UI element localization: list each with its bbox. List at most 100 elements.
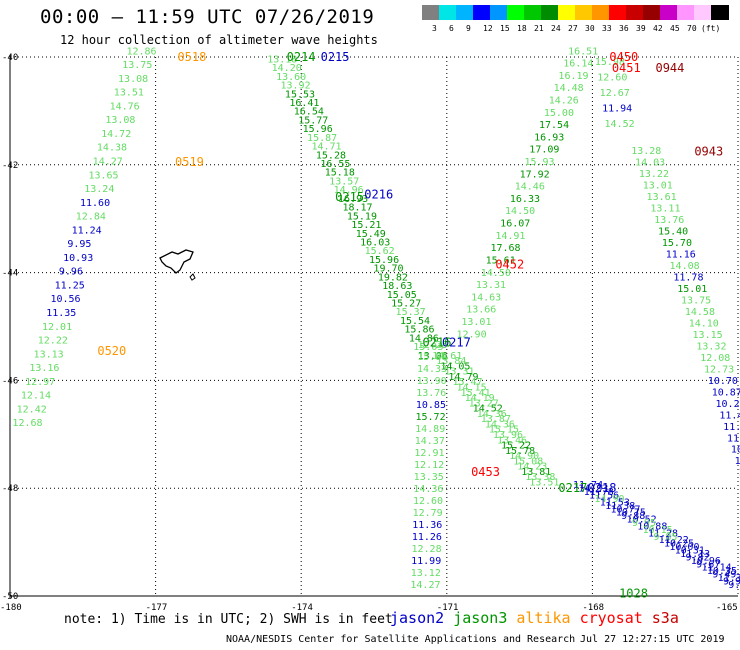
swh-value: 13.76 [416,388,446,399]
swh-value: 15.77 [298,115,328,126]
swh-value: 19.82 [378,272,408,283]
colorbar-label: 42 [653,24,663,33]
swh-value: 16.33 [510,194,540,205]
swh-value: 13.22 [639,169,669,180]
swh-value: 16.93 [534,132,564,143]
swh-value: 11.53 [600,497,630,508]
swh-value: 10.85 [416,400,446,411]
islet-outline [189,273,196,281]
swh-value: 14.90 [509,451,539,462]
swh-value: 14.52 [605,119,635,130]
swh-value: 13.13 [34,349,64,360]
swh-value: 14.27 [93,157,123,168]
swh-value: 10.96 [691,556,721,567]
island-outline [159,249,194,274]
swh-value: 14.23 [517,462,547,473]
swh-value: 10.77 [731,445,740,456]
swh-value: 11.78 [584,487,614,498]
swh-value: 10.75 [616,508,646,519]
swh-value: 11.35 [46,308,76,319]
swh-value: 13.08 [118,74,148,85]
pass-time-label: 0451 [612,61,641,75]
lat-tick-label: -40 [2,53,18,63]
pass-time-label: 0943 [694,144,723,158]
swh-value: 13.16 [29,363,59,374]
swh-value: 9.85 [653,532,677,543]
swh-value: 11.31 [718,573,740,584]
lat-tick-label: -50 [2,592,18,602]
legend-item-altika: altika [516,609,571,627]
swh-value: 10.86 [735,456,740,467]
swh-value: 11.25 [55,280,85,291]
swh-value: 11.26 [412,532,442,543]
swh-value: 16.03 [360,237,390,248]
swh-value: 14.37 [415,436,445,447]
swh-value: 15.96 [369,255,399,266]
swh-value: 13.65 [88,170,118,181]
swh-value: 12.42 [17,404,47,415]
swh-value: 15.53 [285,89,315,100]
lon-tick-label: -171 [437,603,459,613]
swh-value: 13.60 [276,72,306,83]
swh-value: 14.61 [432,351,462,362]
pass-time-label: 0519 [175,155,204,169]
swh-value: 12.68 [12,418,42,429]
swh-value: 13.61 [647,192,677,203]
swh-value: 15.27 [391,299,421,310]
swh-value: 12.28 [411,544,441,555]
lon-tick-label: -177 [146,603,168,613]
swh-value: 15.01 [677,284,707,295]
pass-time-label: 0453 [471,465,500,479]
swh-value: 13.31 [476,280,506,291]
swh-value: 10.93 [63,253,93,264]
swh-value: 16.07 [500,219,530,230]
lon-tick-label: -168 [582,603,604,613]
lon-tick-label: -174 [291,603,313,613]
swh-value: 9.90 [723,576,740,587]
swh-value: 15.96 [303,124,333,135]
lat-tick-label: -42 [2,161,18,171]
swh-value: 11.99 [411,556,441,567]
pass-time-label: 0215 [321,50,350,64]
swh-value: 9.95 [67,239,91,250]
swh-value: 11.66 [727,433,740,444]
swh-value: 14.63 [471,292,501,303]
colorbar-swatch [592,5,610,20]
swh-value: 10.52 [627,515,657,526]
swh-value: 13.08 [105,115,135,126]
swh-value: 13.51 [114,88,144,99]
swh-value: 15.86 [404,325,434,336]
swh-value: 10.56 [50,294,80,305]
swh-value: 13.81 [521,467,551,478]
map-title: 00:00 – 11:59 UTC 07/26/2019 [40,6,375,28]
swh-value: 11.36 [412,520,442,531]
swh-value: 16.14 [563,59,593,70]
swh-value: 16.55 [320,159,350,170]
swh-value: 10.25 [664,539,694,550]
swh-value: 13.90 [417,376,447,387]
chatham-island [159,249,196,281]
colorbar-label: 36 [619,24,629,33]
swh-value: 14.36 [413,484,443,495]
swh-value: 16.41 [289,98,319,109]
swh-value: 11.78 [673,272,703,283]
swh-value: 12.25 [418,340,448,351]
swh-value: 17.54 [539,120,569,131]
colorbar-label: 3 [432,24,437,33]
swh-value: 9.5 [728,580,740,591]
colorbar-swatch [643,5,661,20]
pass-time-label: 0520 [97,344,126,358]
swh-value: 10.77 [610,504,640,515]
swh-value: 11.43 [719,410,740,421]
swh-value: 11.22 [659,535,689,546]
swh-value: 12.79 [413,508,443,519]
colorbar-label: 18 [517,24,527,33]
colorbar-swatch [439,5,457,20]
swh-value: 9.95 [632,518,656,529]
swh-value: 15.28 [316,150,346,161]
swh-value: 10.87 [712,387,740,398]
pass-time-label: 0452 [495,258,524,272]
swh-value: 16.93 [338,194,368,205]
colorbar-swatch [473,5,491,20]
